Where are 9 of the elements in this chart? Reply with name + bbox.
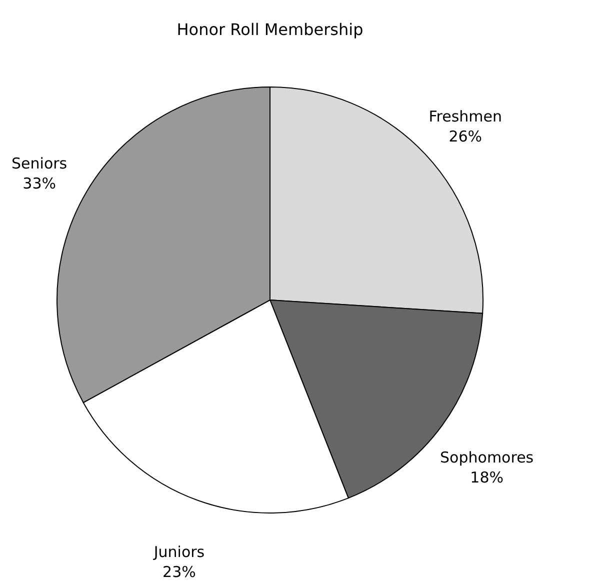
slice-label: Juniors bbox=[152, 543, 205, 562]
data-label: 33% bbox=[22, 174, 56, 193]
slice-label: Freshmen bbox=[428, 108, 502, 126]
slice-label: Seniors bbox=[12, 154, 68, 173]
data-label: 23% bbox=[162, 563, 196, 582]
chart-title: Honor Roll Membership bbox=[176, 20, 364, 39]
data-label: 26% bbox=[448, 128, 482, 146]
slice-label: Sophomores bbox=[440, 448, 534, 467]
data-label: 18% bbox=[470, 468, 504, 487]
